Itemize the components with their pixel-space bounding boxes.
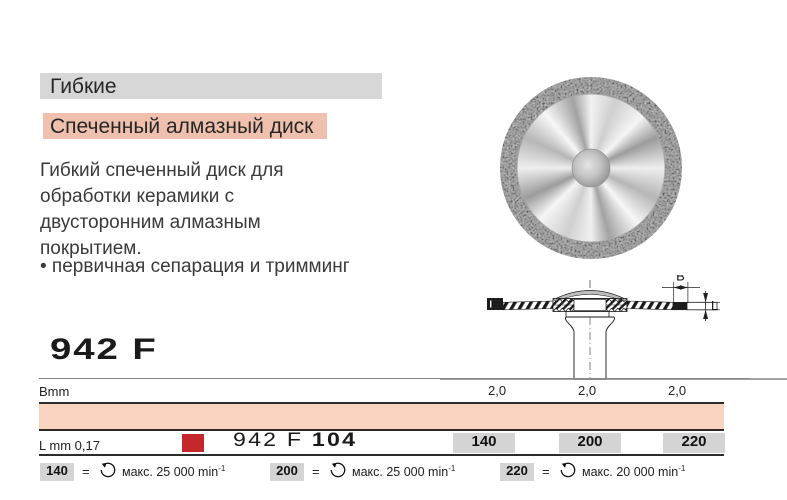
svg-text:B: B <box>676 275 685 284</box>
svg-text:2,0: 2,0 <box>488 383 506 398</box>
svg-text:2,0: 2,0 <box>668 383 686 398</box>
svg-text:2,0: 2,0 <box>578 383 596 398</box>
svg-text:L: L <box>711 298 718 313</box>
